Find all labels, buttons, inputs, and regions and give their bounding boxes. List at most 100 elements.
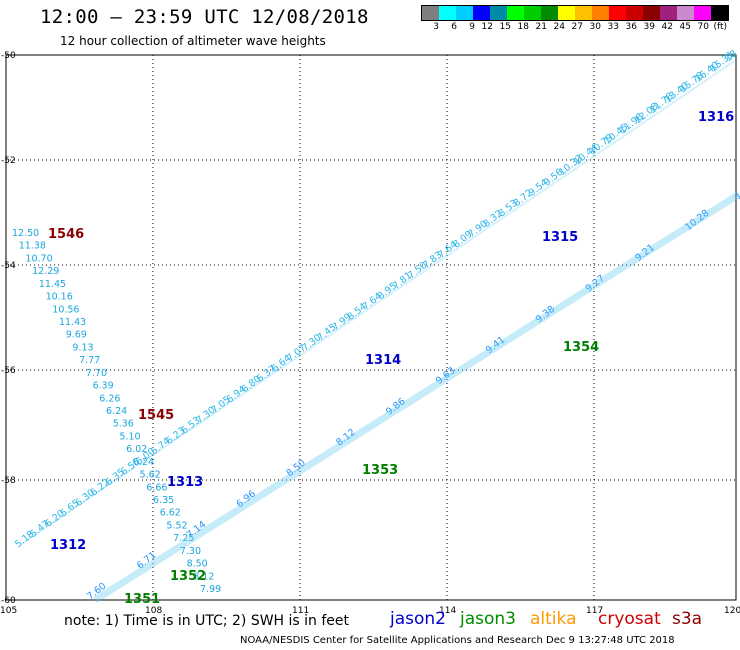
color-scale-label: 30 xyxy=(589,22,601,32)
map-grid xyxy=(6,55,736,600)
map-axis-ticks: 105 108 111 114 117 120 -50 -52 -54 -56 -58 -60 xyxy=(0,51,740,616)
map-frame xyxy=(5,54,737,601)
color-scale-label: 12 xyxy=(481,22,493,32)
color-swatch xyxy=(558,6,575,20)
wave-height-value: 11.38 xyxy=(19,241,46,252)
lat-tick-label: -50 xyxy=(1,51,16,61)
track-swath xyxy=(93,192,740,603)
lon-tick-label: 105 xyxy=(0,606,17,616)
wave-height-value: 6.02 xyxy=(126,444,147,455)
orbit-number-label: 1351 xyxy=(124,592,160,607)
satellite-name-altika: altika xyxy=(530,609,577,629)
color-scale-label: 42 xyxy=(661,22,673,32)
color-swatch xyxy=(660,6,677,20)
wave-height-value: 5.36 xyxy=(113,419,134,430)
color-scale-label: 24 xyxy=(553,22,565,32)
color-scale-label: 70 xyxy=(697,22,709,32)
color-swatch xyxy=(490,6,507,20)
wave-height-value: 6.66 xyxy=(146,482,167,493)
orbit-number-label: 1352 xyxy=(170,569,206,584)
wave-height-value: 6.62 xyxy=(160,508,181,519)
color-swatch xyxy=(711,6,728,20)
color-swatch xyxy=(694,6,711,20)
lat-tick-label: -54 xyxy=(1,261,16,271)
lon-tick-label: 111 xyxy=(292,606,309,616)
wave-height-value: 7.25 xyxy=(173,533,194,544)
color-scale-label: 9 xyxy=(469,22,475,32)
orbit-number-label: 1315 xyxy=(542,230,578,245)
color-swatch xyxy=(592,6,609,20)
color-scale-label: (ft) xyxy=(713,22,727,32)
orbit-number-label: 1354 xyxy=(563,340,599,355)
color-scale-label: 33 xyxy=(607,22,619,32)
wave-height-value: 11.45 xyxy=(39,279,66,290)
wave-height-value: 7.30 xyxy=(180,546,201,557)
lat-tick-label: -52 xyxy=(1,156,16,166)
color-swatch xyxy=(575,6,592,20)
color-scale-label: 6 xyxy=(451,22,457,32)
color-swatch xyxy=(626,6,643,20)
footer-note: note: 1) Time is in UTC; 2) SWH is in fe… xyxy=(64,613,350,629)
lon-tick-label: 114 xyxy=(439,606,456,616)
color-swatch xyxy=(524,6,541,20)
track-swath xyxy=(19,59,737,546)
wave-height-value: 9.13 xyxy=(72,342,93,353)
wave-height-value: 6.24 xyxy=(133,457,154,468)
wave-height-value: 12.50 xyxy=(12,228,39,239)
orbit-number-label: 1546 xyxy=(48,227,84,242)
wave-height-value: 6.24 xyxy=(106,406,127,417)
wave-height-value: 10.70 xyxy=(25,253,52,264)
color-swatch xyxy=(541,6,558,20)
color-swatch xyxy=(439,6,456,20)
wave-height-value: 7.99 xyxy=(200,584,221,595)
credit-line: NOAA/NESDIS Center for Satellite Applica… xyxy=(240,635,675,646)
wave-height-value: 10.16 xyxy=(46,292,73,303)
page-subtitle: 12 hour collection of altimeter wave hei… xyxy=(60,34,326,48)
wave-height-value: 6.26 xyxy=(99,393,120,404)
color-scale-label: 36 xyxy=(625,22,637,32)
wave-height-value: 9.69 xyxy=(66,330,87,341)
lon-tick-label: 108 xyxy=(145,606,162,616)
color-scale-labels: 3 6 9 12 15 18 21 24 27 30 33 36 39 42 45 70 (ft) xyxy=(421,22,727,32)
color-swatch xyxy=(609,6,626,20)
satellite-name-jason2: jason2 xyxy=(390,609,446,629)
color-swatch xyxy=(677,6,694,20)
lon-tick-label: 117 xyxy=(586,606,603,616)
orbit-number-label: 1312 xyxy=(50,538,86,553)
lat-tick-label: -60 xyxy=(1,596,16,606)
wave-height-value: 7.77 xyxy=(79,355,100,366)
wave-height-value: 11.43 xyxy=(59,317,86,328)
orbit-number-label: 1314 xyxy=(365,353,401,368)
color-swatch xyxy=(643,6,660,20)
lat-tick-label: -58 xyxy=(1,476,16,486)
color-scale-label: 39 xyxy=(643,22,655,32)
wave-height-value: 12.29 xyxy=(32,266,59,277)
color-swatch xyxy=(422,6,439,20)
lat-tick-label: -56 xyxy=(1,366,16,376)
wave-height-value: 8.12 xyxy=(193,571,214,582)
wave-height-value: 5.10 xyxy=(119,431,140,442)
color-swatch xyxy=(456,6,473,20)
wave-height-value: 5.52 xyxy=(166,520,187,531)
satellite-name-cryosat: cryosat xyxy=(598,609,661,629)
color-scale-label: 18 xyxy=(517,22,529,32)
satellite-name-jason3: jason3 xyxy=(460,609,516,629)
orbit-number-label: 1353 xyxy=(362,463,398,478)
satellite-name-s3a: s3a xyxy=(672,609,703,629)
wave-height-value: 10.56 xyxy=(52,304,79,315)
color-swatch xyxy=(507,6,524,20)
color-scale-bar xyxy=(421,5,729,21)
orbit-number-label: 1313 xyxy=(167,475,203,490)
wave-height-value: 5.62 xyxy=(140,470,161,481)
orbit-number-label: 1545 xyxy=(138,408,174,423)
color-scale-label: 45 xyxy=(679,22,691,32)
wave-height-value: 6.39 xyxy=(93,381,114,392)
lon-tick-label: 120 xyxy=(724,606,740,616)
orbit-number-label: 1316 xyxy=(698,110,734,125)
color-scale-label: 3 xyxy=(433,22,439,32)
color-scale-label: 15 xyxy=(499,22,511,32)
color-swatch xyxy=(473,6,490,20)
